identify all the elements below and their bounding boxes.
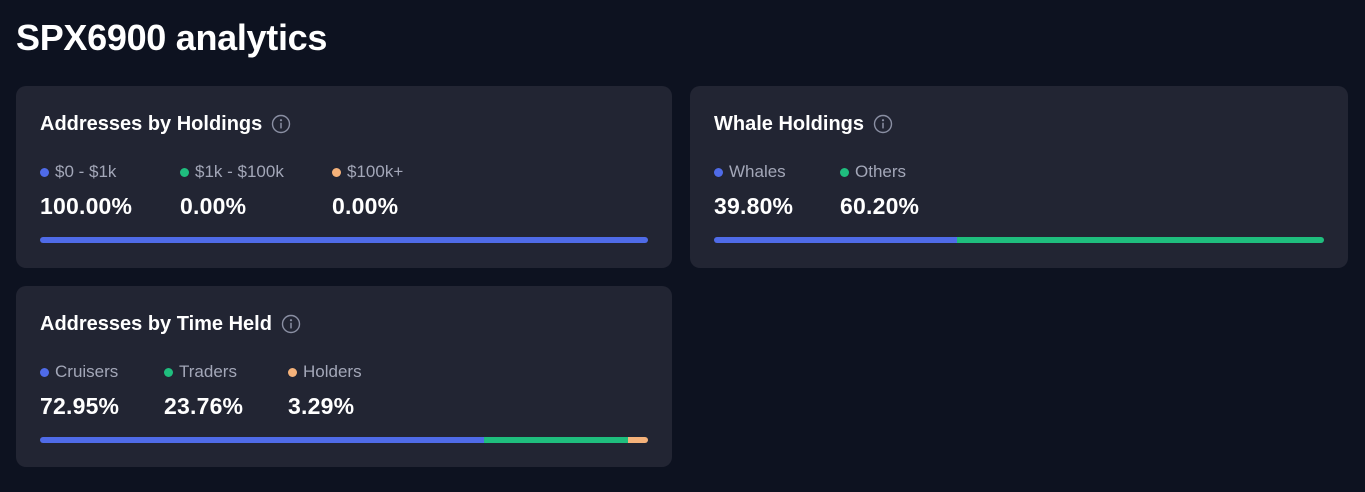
- distribution-bar: [714, 237, 1324, 243]
- segment-label: $1k - $100k: [180, 162, 332, 182]
- segment-label: Cruisers: [40, 362, 164, 382]
- segment-value: 0.00%: [180, 193, 247, 219]
- legend-dot: [332, 167, 341, 177]
- segment-value: 100.00%: [40, 193, 133, 219]
- segment-label: Whales: [714, 162, 840, 182]
- distribution-bar: [40, 437, 648, 443]
- segment-value: 23.76%: [164, 393, 244, 419]
- info-icon[interactable]: [873, 114, 893, 134]
- card-title: Addresses by Time Held: [40, 313, 272, 335]
- segment-label: Traders: [164, 362, 288, 382]
- legend-dot: [164, 367, 173, 377]
- bar-fill-1: [483, 437, 628, 443]
- legend: Cruisers 72.95% Traders 23.76% Holders 3…: [40, 362, 648, 424]
- legend: Whales 39.80% Others 60.20%: [714, 162, 1324, 224]
- addresses-by-holdings-card: Addresses by Holdings $0 - $1k 100.00% $…: [16, 86, 672, 268]
- info-icon[interactable]: [281, 314, 301, 334]
- card-header: Addresses by Time Held: [40, 312, 648, 336]
- legend-dot: [180, 167, 189, 177]
- legend-dot: [40, 367, 49, 377]
- bar-fill-0: [714, 237, 957, 243]
- card-title: Addresses by Holdings: [40, 113, 263, 135]
- legend-dot: [288, 367, 297, 377]
- card-header: Whale Holdings: [714, 112, 1324, 136]
- whale-holdings-card: Whale Holdings Whales 39.80% Others 60.2…: [690, 86, 1348, 268]
- bar-fill-0: [40, 237, 648, 243]
- legend-dot: [714, 167, 723, 177]
- card-title: Whale Holdings: [714, 113, 864, 135]
- segment-whales: Whales 39.80%: [714, 162, 840, 224]
- info-icon[interactable]: [271, 114, 291, 134]
- bar-fill-2: [627, 437, 648, 443]
- segment-value: 0.00%: [332, 193, 399, 219]
- segment-value: 39.80%: [714, 193, 794, 219]
- segment-value: 60.20%: [840, 193, 920, 219]
- segment-label: Holders: [288, 362, 412, 382]
- segment-traders: Traders 23.76%: [164, 362, 288, 424]
- legend: $0 - $1k 100.00% $1k - $100k 0.00% $100k…: [40, 162, 648, 224]
- bar-fill-1: [956, 237, 1324, 243]
- distribution-bar: [40, 237, 648, 243]
- segment-value: 3.29%: [288, 393, 355, 419]
- segment-cruisers: Cruisers 72.95%: [40, 362, 164, 424]
- segment-holders: Holders 3.29%: [288, 362, 412, 424]
- segment-1k-100k: $1k - $100k 0.00%: [180, 162, 332, 224]
- legend-dot: [840, 167, 849, 177]
- segment-0-1k: $0 - $1k 100.00%: [40, 162, 180, 224]
- segment-label: Others: [840, 162, 980, 182]
- page-title: SPX6900 analytics: [16, 17, 328, 58]
- bar-fill-0: [40, 437, 484, 443]
- legend-dot: [40, 167, 49, 177]
- segment-value: 72.95%: [40, 393, 120, 419]
- segment-others: Others 60.20%: [840, 162, 980, 224]
- segment-100k-plus: $100k+ 0.00%: [332, 162, 472, 224]
- addresses-by-time-held-card: Addresses by Time Held Cruisers 72.95% T…: [16, 286, 672, 467]
- segment-label: $100k+: [332, 162, 472, 182]
- card-header: Addresses by Holdings: [40, 112, 648, 136]
- segment-label: $0 - $1k: [40, 162, 180, 182]
